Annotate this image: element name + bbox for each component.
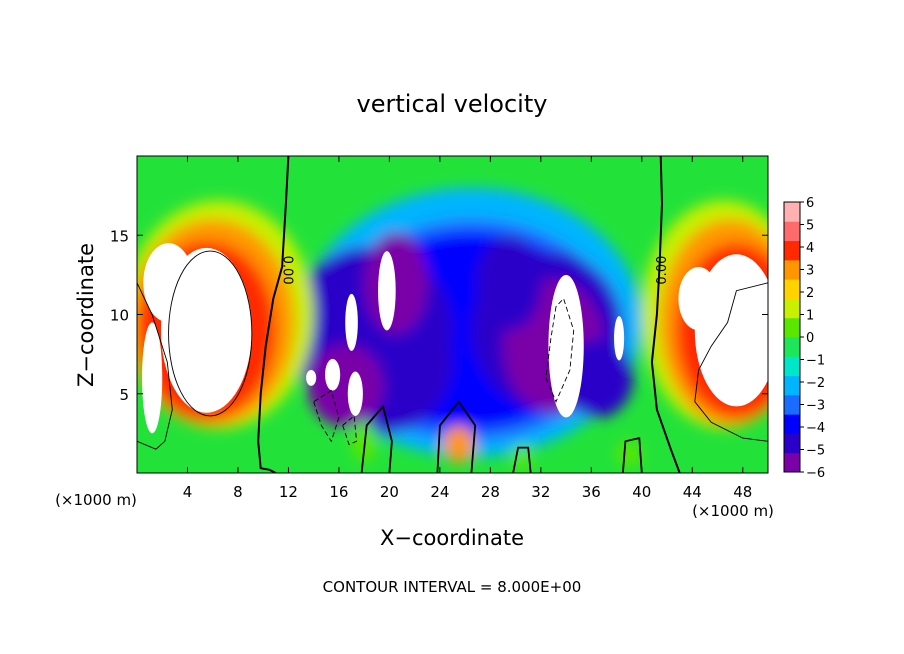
colorbar-tick-label: −2 bbox=[806, 376, 825, 391]
colorbar-tick-label: −1 bbox=[806, 354, 825, 369]
y-tick-label: 10 bbox=[110, 307, 129, 325]
saturated-region bbox=[325, 358, 341, 391]
x-tick-label: 8 bbox=[233, 483, 243, 501]
colorbar-tick-label: −5 bbox=[806, 444, 825, 459]
field-cell bbox=[616, 441, 642, 467]
x-tick-label: 36 bbox=[582, 483, 601, 501]
colorbar-tick-label: −4 bbox=[806, 421, 825, 436]
saturated-region bbox=[614, 316, 625, 361]
zero-contour-left bbox=[257, 156, 290, 473]
contour-label: 0.00 bbox=[655, 256, 670, 285]
colorbar: 6 5 4 3 2 1 0 −1 −2 −3 −4 −5 −6 bbox=[783, 196, 825, 481]
colorbar-tick-label: 4 bbox=[806, 241, 814, 256]
contour-interval-note: CONTOUR INTERVAL = 8.000E+00 bbox=[323, 578, 582, 596]
colorbar-swatch bbox=[784, 279, 800, 299]
y-axis-label: Z−coordinate bbox=[74, 243, 98, 387]
field-cell bbox=[364, 232, 428, 334]
colorbar-swatch bbox=[784, 414, 800, 434]
positive-contour bbox=[137, 282, 173, 450]
x-unit-right: (×1000 m) bbox=[692, 502, 774, 520]
positive-contour bbox=[168, 250, 253, 417]
colorbar-swatch bbox=[784, 433, 800, 454]
colorbar-tick-label: 6 bbox=[806, 196, 814, 211]
x-tick-label: 16 bbox=[329, 483, 348, 501]
x-tick-label: 40 bbox=[632, 483, 651, 501]
colorbar-tick-label: 2 bbox=[806, 286, 814, 301]
contour-label: 0.00 bbox=[279, 256, 294, 285]
colorbar-tick-label: 0 bbox=[806, 331, 814, 346]
positive-contour bbox=[694, 282, 768, 442]
x-tick-label: 20 bbox=[380, 483, 399, 501]
plot-area bbox=[137, 156, 768, 473]
x-axis-label: X−coordinate bbox=[380, 526, 524, 550]
zero-contour-bottom bbox=[512, 446, 532, 473]
colorbar-swatch bbox=[784, 337, 800, 357]
negative-contour bbox=[545, 297, 575, 403]
colorbar-swatch bbox=[784, 356, 800, 377]
negative-contour bbox=[313, 389, 340, 443]
x-tick-label: 12 bbox=[279, 483, 298, 501]
colorbar-swatch bbox=[784, 259, 800, 280]
y-tick-label: 5 bbox=[119, 386, 129, 404]
colorbar-swatch bbox=[784, 394, 800, 415]
colorbar-tick-label: 5 bbox=[806, 219, 814, 234]
field-cell bbox=[307, 344, 384, 428]
y-tick-label: 15 bbox=[110, 227, 129, 245]
colorbar-swatch bbox=[784, 452, 800, 473]
x-tick-label: 48 bbox=[733, 483, 752, 501]
colorbar-swatch bbox=[784, 221, 800, 242]
zero-contour-bottom bbox=[360, 404, 393, 473]
saturated-region bbox=[142, 322, 163, 434]
colorbar-swatch bbox=[784, 240, 800, 261]
colorbar-swatch bbox=[784, 375, 800, 396]
saturated-region bbox=[345, 293, 358, 351]
saturated-region bbox=[143, 243, 194, 323]
x-tick-label: 28 bbox=[481, 483, 500, 501]
colorbar-tick-label: −6 bbox=[806, 466, 825, 481]
zero-contour-bottom bbox=[622, 436, 643, 473]
chart-title: vertical velocity bbox=[357, 90, 548, 118]
zero-contour-right bbox=[650, 156, 681, 473]
field-cell bbox=[443, 425, 474, 464]
negative-contour bbox=[342, 415, 358, 446]
x-unit-left: (×1000 m) bbox=[55, 491, 137, 509]
saturated-region bbox=[378, 251, 396, 331]
colorbar-tick-label: 1 bbox=[806, 309, 814, 324]
x-tick-label: 32 bbox=[531, 483, 550, 501]
colorbar-tick-label: −3 bbox=[806, 399, 825, 414]
field-cell bbox=[476, 235, 543, 331]
saturated-region bbox=[548, 274, 584, 418]
x-tick-label: 24 bbox=[430, 483, 449, 501]
saturated-region bbox=[347, 371, 363, 416]
saturated-region bbox=[678, 266, 719, 331]
zero-contour-bottom bbox=[436, 400, 477, 473]
saturated-region bbox=[306, 369, 317, 386]
x-tick-label: 4 bbox=[183, 483, 193, 501]
colorbar-tick-label: 3 bbox=[806, 264, 814, 279]
colorbar-swatch bbox=[784, 317, 800, 338]
colorbar-swatch bbox=[784, 202, 800, 222]
x-tick-label: 44 bbox=[683, 483, 702, 501]
colorbar-swatch bbox=[784, 298, 800, 319]
